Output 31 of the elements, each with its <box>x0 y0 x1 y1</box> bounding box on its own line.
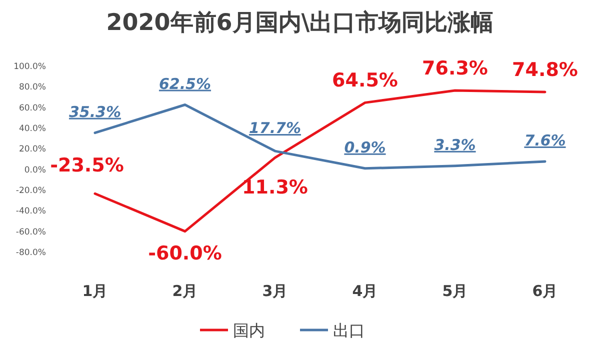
data-label: 3.3% <box>434 136 476 154</box>
x-tick-label: 6月 <box>532 282 558 300</box>
y-tick-label: -40.0% <box>16 206 46 217</box>
x-tick-label: 5月 <box>442 282 468 300</box>
data-label: 64.5% <box>332 70 398 92</box>
legend-label: 出口 <box>333 321 365 340</box>
y-tick-label: -60.0% <box>16 227 46 238</box>
data-label: -23.5% <box>50 154 124 177</box>
y-tick-label: 100.0% <box>14 62 46 72</box>
data-label: 62.5% <box>158 74 212 93</box>
data-label: 76.3% <box>422 57 488 80</box>
data-label: 7.6% <box>524 131 566 150</box>
legend-label: 国内 <box>233 321 265 340</box>
x-tick-label: 2月 <box>172 282 198 300</box>
y-tick-label: 80.0% <box>18 82 46 93</box>
x-tick-label: 1月 <box>82 282 108 300</box>
data-label: 11.3% <box>242 176 308 199</box>
y-tick-label: 60.0% <box>18 103 46 114</box>
y-tick-label: 40.0% <box>18 124 46 134</box>
y-tick-label: 0.0% <box>24 165 46 176</box>
y-tick-label: 20.0% <box>18 144 46 155</box>
x-tick-label: 4月 <box>352 282 378 300</box>
chart-title: 2020年前6月国内\出口市场同比涨幅 <box>106 9 494 36</box>
data-label: 0.9% <box>344 138 386 156</box>
data-label: 35.3% <box>68 102 122 121</box>
data-label: 17.7% <box>248 119 302 138</box>
data-label: 74.8% <box>512 59 578 82</box>
y-tick-label: -80.0% <box>16 248 46 258</box>
data-label: -60.0% <box>148 242 222 264</box>
y-tick-label: -20.0% <box>16 186 46 196</box>
x-tick-label: 3月 <box>262 282 288 300</box>
